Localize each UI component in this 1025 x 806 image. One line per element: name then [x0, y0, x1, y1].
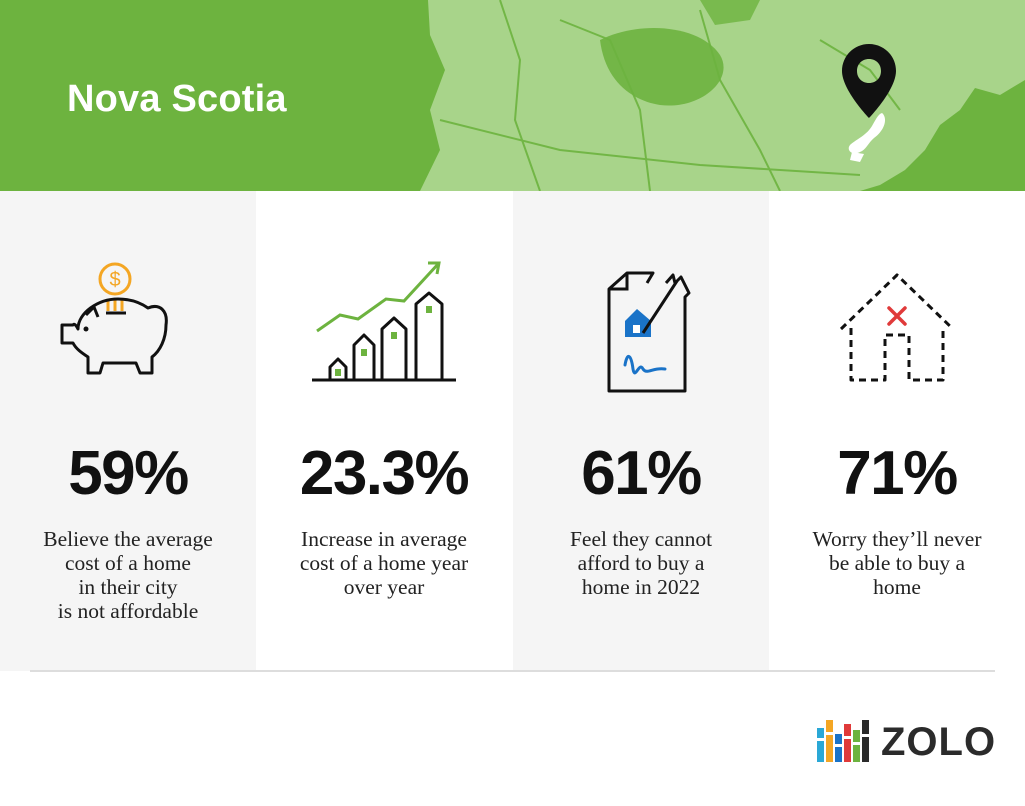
rising-houses-chart-icon	[312, 261, 456, 382]
torn-house-contract-icon	[607, 271, 691, 393]
logo-wordmark: ZOLO	[881, 720, 997, 764]
divider	[30, 670, 995, 672]
svg-text:$: $	[109, 269, 120, 291]
stat-card-never-buy: 71% Worry they’ll never be able to buy a…	[769, 191, 1025, 671]
location-pin-icon	[842, 44, 896, 118]
stat-card-affordability: $ 59% Believe the average cost of a home…	[0, 191, 256, 671]
stats-row: $ 59% Believe the average cost of a home…	[0, 191, 1025, 671]
stat-label: Worry they’ll never be able to buy a hom…	[812, 527, 982, 599]
stat-label: Believe the average cost of a home in th…	[43, 527, 213, 623]
piggy-bank-icon: $	[60, 262, 168, 375]
stat-card-cannot-afford: 61% Feel they cannot afford to buy a hom…	[513, 191, 769, 671]
zolo-logo: ZOLO	[815, 718, 995, 764]
zolo-bars-logo	[817, 720, 869, 762]
stat-label: Increase in average cost of a home year …	[299, 527, 469, 599]
stat-label: Feel they cannot afford to buy a home in…	[569, 527, 713, 599]
stat-value: 23.3%	[299, 439, 470, 508]
stat-value: 71%	[837, 439, 958, 508]
stat-card-price-increase: 23.3% Increase in average cost of a home…	[256, 191, 512, 671]
header-banner: Nova Scotia	[0, 0, 1025, 191]
crossed-out-house-icon	[839, 273, 955, 382]
page-title: Nova Scotia	[67, 78, 287, 120]
stat-value: 61%	[581, 439, 702, 508]
stat-value: 59%	[68, 439, 189, 508]
